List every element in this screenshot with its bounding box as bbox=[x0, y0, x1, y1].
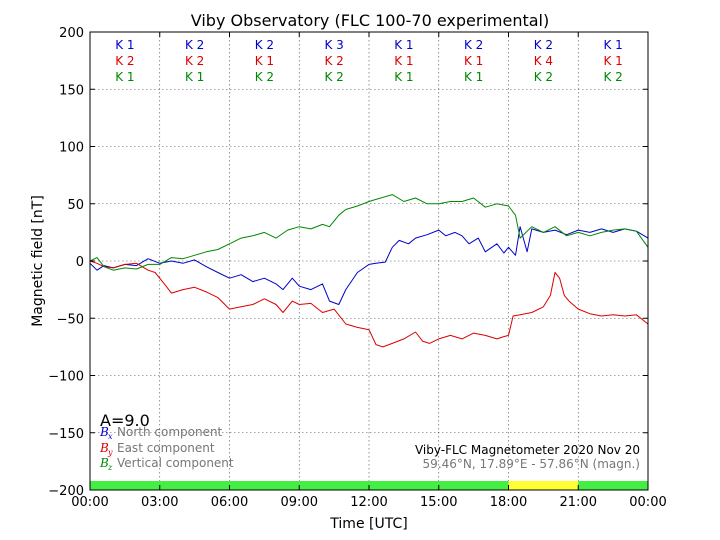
k-index-label: K 2 bbox=[185, 38, 204, 52]
k-index-label: K 4 bbox=[534, 54, 553, 68]
k-index-label: K 2 bbox=[534, 70, 553, 84]
y-tick-label: −200 bbox=[48, 484, 84, 499]
x-tick-label: 15:00 bbox=[420, 495, 457, 510]
k-index-label: K 1 bbox=[603, 54, 622, 68]
k-index-label: K 1 bbox=[115, 70, 134, 84]
k-index-label: K 2 bbox=[464, 38, 483, 52]
chart-title: Viby Observatory (FLC 100-70 experimenta… bbox=[191, 11, 550, 30]
axis-ticks: 00:00 03:00 06:00 09:00 12:00 15:00 18:00 21:00… bbox=[48, 26, 666, 510]
x-axis-label: Time [UTC] bbox=[329, 516, 407, 532]
y-tick-label: 150 bbox=[59, 83, 84, 98]
y-tick-label: 50 bbox=[67, 198, 84, 213]
y-axis-label: Magnetic field [nT] bbox=[30, 195, 46, 327]
legend-label: Vertical component bbox=[117, 456, 234, 470]
k-index-label: K 3 bbox=[324, 38, 343, 52]
activity-segment bbox=[578, 481, 648, 490]
k-index-label: K 1 bbox=[464, 54, 483, 68]
k-index-label: K 2 bbox=[324, 54, 343, 68]
x-tick-label: 06:00 bbox=[211, 495, 248, 510]
legend-subscript: y bbox=[107, 448, 113, 457]
k-index-label: K 1 bbox=[115, 38, 134, 52]
k-index-label: K 1 bbox=[255, 54, 274, 68]
k-index-labels: K 1 K 2 K 2 K 3 K 1 K 2 K 2 K 1 K 2 K 2 K 1 K 2 K 1 K… bbox=[115, 38, 623, 84]
k-index-label: K 1 bbox=[464, 70, 483, 84]
x-tick-label: 00:00 bbox=[71, 495, 108, 510]
k-index-label: K 2 bbox=[534, 38, 553, 52]
k-index-label: K 2 bbox=[115, 54, 134, 68]
series-lines bbox=[89, 194, 649, 348]
y-tick-label: −150 bbox=[48, 427, 84, 442]
k-index-label: K 2 bbox=[185, 54, 204, 68]
x-tick-label: 18:00 bbox=[490, 495, 527, 510]
x-tick-label: 00:00 bbox=[629, 495, 666, 510]
series-line bbox=[89, 260, 649, 348]
info-line-1: Viby-FLC Magnetometer 2020 Nov 20 bbox=[415, 443, 640, 457]
series-line bbox=[89, 194, 649, 271]
y-tick-label: −100 bbox=[48, 370, 84, 385]
legend-subscript: x bbox=[108, 432, 113, 441]
series-line bbox=[89, 226, 649, 305]
a-index-label: A=9.0 bbox=[100, 411, 150, 430]
activity-segment bbox=[508, 481, 579, 490]
y-tick-label: 200 bbox=[59, 26, 84, 41]
k-index-label: K 1 bbox=[185, 70, 204, 84]
legend-label: North component bbox=[117, 425, 223, 439]
k-index-label: K 1 bbox=[394, 38, 413, 52]
x-tick-label: 03:00 bbox=[141, 495, 178, 510]
k-index-label: K 2 bbox=[603, 70, 622, 84]
x-tick-label: 12:00 bbox=[350, 495, 387, 510]
y-tick-label: −50 bbox=[57, 312, 84, 327]
x-tick-label: 21:00 bbox=[560, 495, 597, 510]
y-tick-label: 100 bbox=[59, 141, 84, 156]
info-line-2: 59.46°N, 17.89°E - 57.86°N (magn.) bbox=[423, 457, 640, 471]
k-index-label: K 2 bbox=[324, 70, 343, 84]
k-index-label: K 1 bbox=[394, 70, 413, 84]
k-index-label: K 2 bbox=[255, 70, 274, 84]
x-tick-label: 09:00 bbox=[281, 495, 318, 510]
legend-subscript: z bbox=[107, 463, 113, 472]
y-tick-label: 0 bbox=[76, 255, 84, 270]
legend-label: East component bbox=[117, 441, 215, 455]
k-index-label: K 1 bbox=[394, 54, 413, 68]
k-index-label: K 2 bbox=[255, 38, 274, 52]
legend-symbol: B bbox=[99, 425, 109, 439]
legend-symbol: B bbox=[99, 456, 109, 470]
legend-symbol: B bbox=[99, 441, 109, 455]
k-index-label: K 1 bbox=[603, 38, 622, 52]
